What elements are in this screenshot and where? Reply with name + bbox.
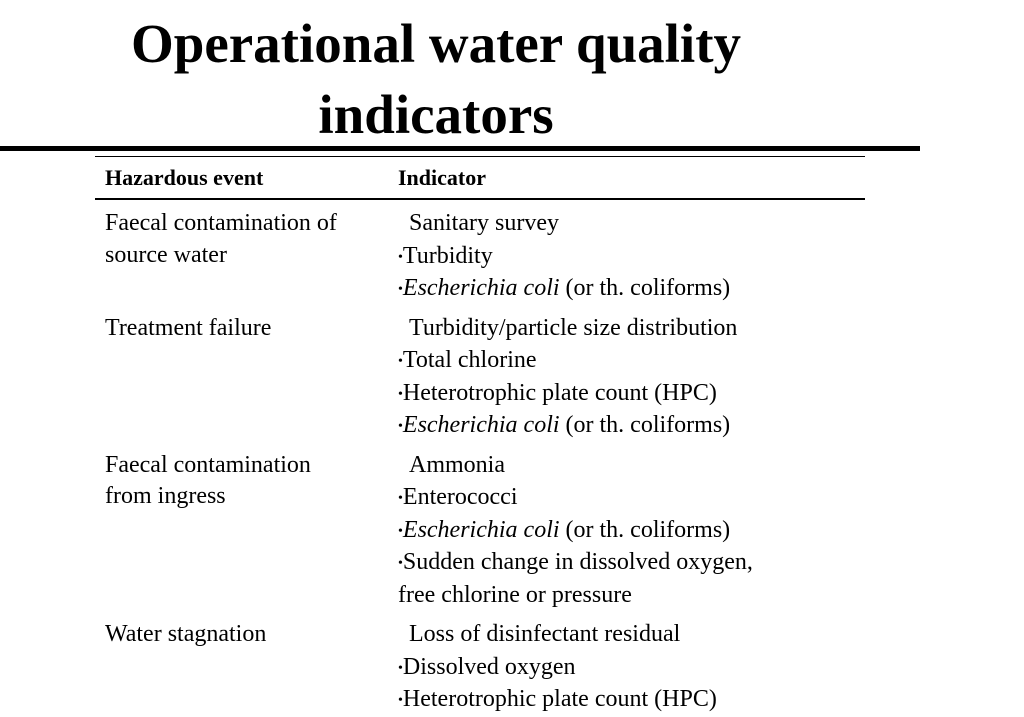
table-row: Faecal contamination of source water Sanit…: [95, 208, 865, 306]
indicator-item: Loss of disinfectant residual: [398, 619, 865, 652]
hazard-text: from ingress: [105, 483, 226, 509]
bullet-icon: •: [398, 660, 403, 676]
title-underline: [0, 146, 920, 151]
bullet-icon: •: [398, 491, 403, 506]
indicator-item: Turbidity/particle size distribution: [398, 313, 865, 346]
indicator-text: Ammonia: [409, 451, 505, 478]
indicator-text: Sanitary survey: [409, 210, 559, 236]
indicator-item: •Turbidity: [398, 241, 865, 274]
indicator-table: Hazardous event Indicator Faecal contami…: [95, 156, 865, 717]
indicator-item: Ammonia: [398, 450, 865, 483]
indicator-item: •Enterococci: [398, 482, 865, 515]
indicator-cell: Loss of disinfectant residual •Dissolved …: [398, 619, 865, 717]
indicator-item: free chlorine or pressure: [398, 580, 865, 613]
hazard-text: Treatment failure: [105, 314, 272, 341]
indicator-text: Turbidity: [402, 242, 493, 269]
organism-name: Escherichia coli: [402, 516, 560, 543]
indicator-cell: Sanitary survey •Turbidity •Escherichia co…: [398, 208, 865, 306]
indicator-item: •Heterotrophic plate count (HPC): [398, 378, 865, 411]
organism-name: Escherichia coli: [402, 412, 560, 438]
indicator-item: Sanitary survey: [398, 208, 865, 241]
bullet-icon: •: [398, 354, 403, 369]
hazard-cell: Treatment failure: [95, 313, 398, 443]
table-top-rule: [95, 156, 865, 157]
indicator-cell: Turbidity/particle size distribution •Tot…: [398, 313, 865, 443]
bullet-icon: •: [398, 249, 403, 265]
hazard-cell: Faecal contamination of source water: [95, 208, 398, 306]
indicator-text: (or th. coliforms): [559, 275, 731, 301]
indicator-text: Heterotrophic plate count (HPC): [402, 686, 717, 712]
indicator-item: •Dissolved oxygen: [398, 652, 865, 685]
indicator-item: •Heterotrophic plate count (HPC): [398, 684, 865, 717]
indicator-text: Sudden change in dissolved oxygen,: [402, 549, 753, 575]
table-body: Faecal contamination of source water Sanit…: [95, 208, 865, 717]
indicator-text: free chlorine or pressure: [398, 581, 632, 608]
table-row: Treatment failure Turbidity/particle size…: [95, 313, 865, 443]
indicator-text: (or th. coliforms): [559, 412, 731, 438]
indicator-text: Turbidity/particle size distribution: [409, 314, 738, 341]
indicator-text: Enterococci: [402, 484, 518, 510]
indicator-text: (or th. coliforms): [559, 516, 731, 543]
indicator-text: Heterotrophic plate count (HPC): [402, 379, 717, 406]
header-indicator: Indicator: [398, 164, 486, 190]
header-hazardous-event: Hazardous event: [105, 164, 264, 190]
table-row: Faecal contamination from ingress Ammonia •…: [95, 450, 865, 613]
indicator-item: •Escherichia coli (or th. coliforms): [398, 410, 865, 443]
hazard-cell: Water stagnation: [95, 619, 398, 717]
bullet-icon: •: [398, 693, 403, 708]
indicator-text: Dissolved oxygen: [402, 653, 576, 680]
bullet-icon: •: [398, 282, 403, 297]
organism-name: Escherichia coli: [402, 275, 560, 301]
indicator-item: •Total chlorine: [398, 345, 865, 378]
bullet-icon: •: [398, 523, 403, 539]
table-row: Water stagnation Loss of disinfectant res…: [95, 619, 865, 717]
indicator-cell: Ammonia •Enterococci •Escherichia coli (or…: [398, 450, 865, 613]
title-line-2: indicators: [318, 84, 554, 145]
indicator-text: Total chlorine: [402, 347, 537, 373]
page-title: Operational water quality indicators: [0, 8, 872, 150]
hazard-text: Water stagnation: [105, 621, 267, 647]
table-header-rule: [95, 198, 865, 200]
bullet-icon: •: [398, 556, 403, 571]
bullet-icon: •: [398, 419, 403, 434]
bullet-icon: •: [398, 386, 403, 402]
indicator-text: Loss of disinfectant residual: [409, 621, 681, 647]
indicator-item: •Escherichia coli (or th. coliforms): [398, 515, 865, 548]
hazard-text: source water: [105, 241, 227, 268]
title-line-1: Operational water quality: [130, 13, 742, 74]
indicator-item: •Escherichia coli (or th. coliforms): [398, 273, 865, 306]
table-header-row: Hazardous event Indicator: [95, 157, 865, 198]
hazard-text: Faecal contamination of: [105, 210, 337, 236]
hazard-text: Faecal contamination: [105, 451, 311, 478]
hazard-cell: Faecal contamination from ingress: [95, 450, 398, 613]
indicator-item: •Sudden change in dissolved oxygen,: [398, 547, 865, 580]
